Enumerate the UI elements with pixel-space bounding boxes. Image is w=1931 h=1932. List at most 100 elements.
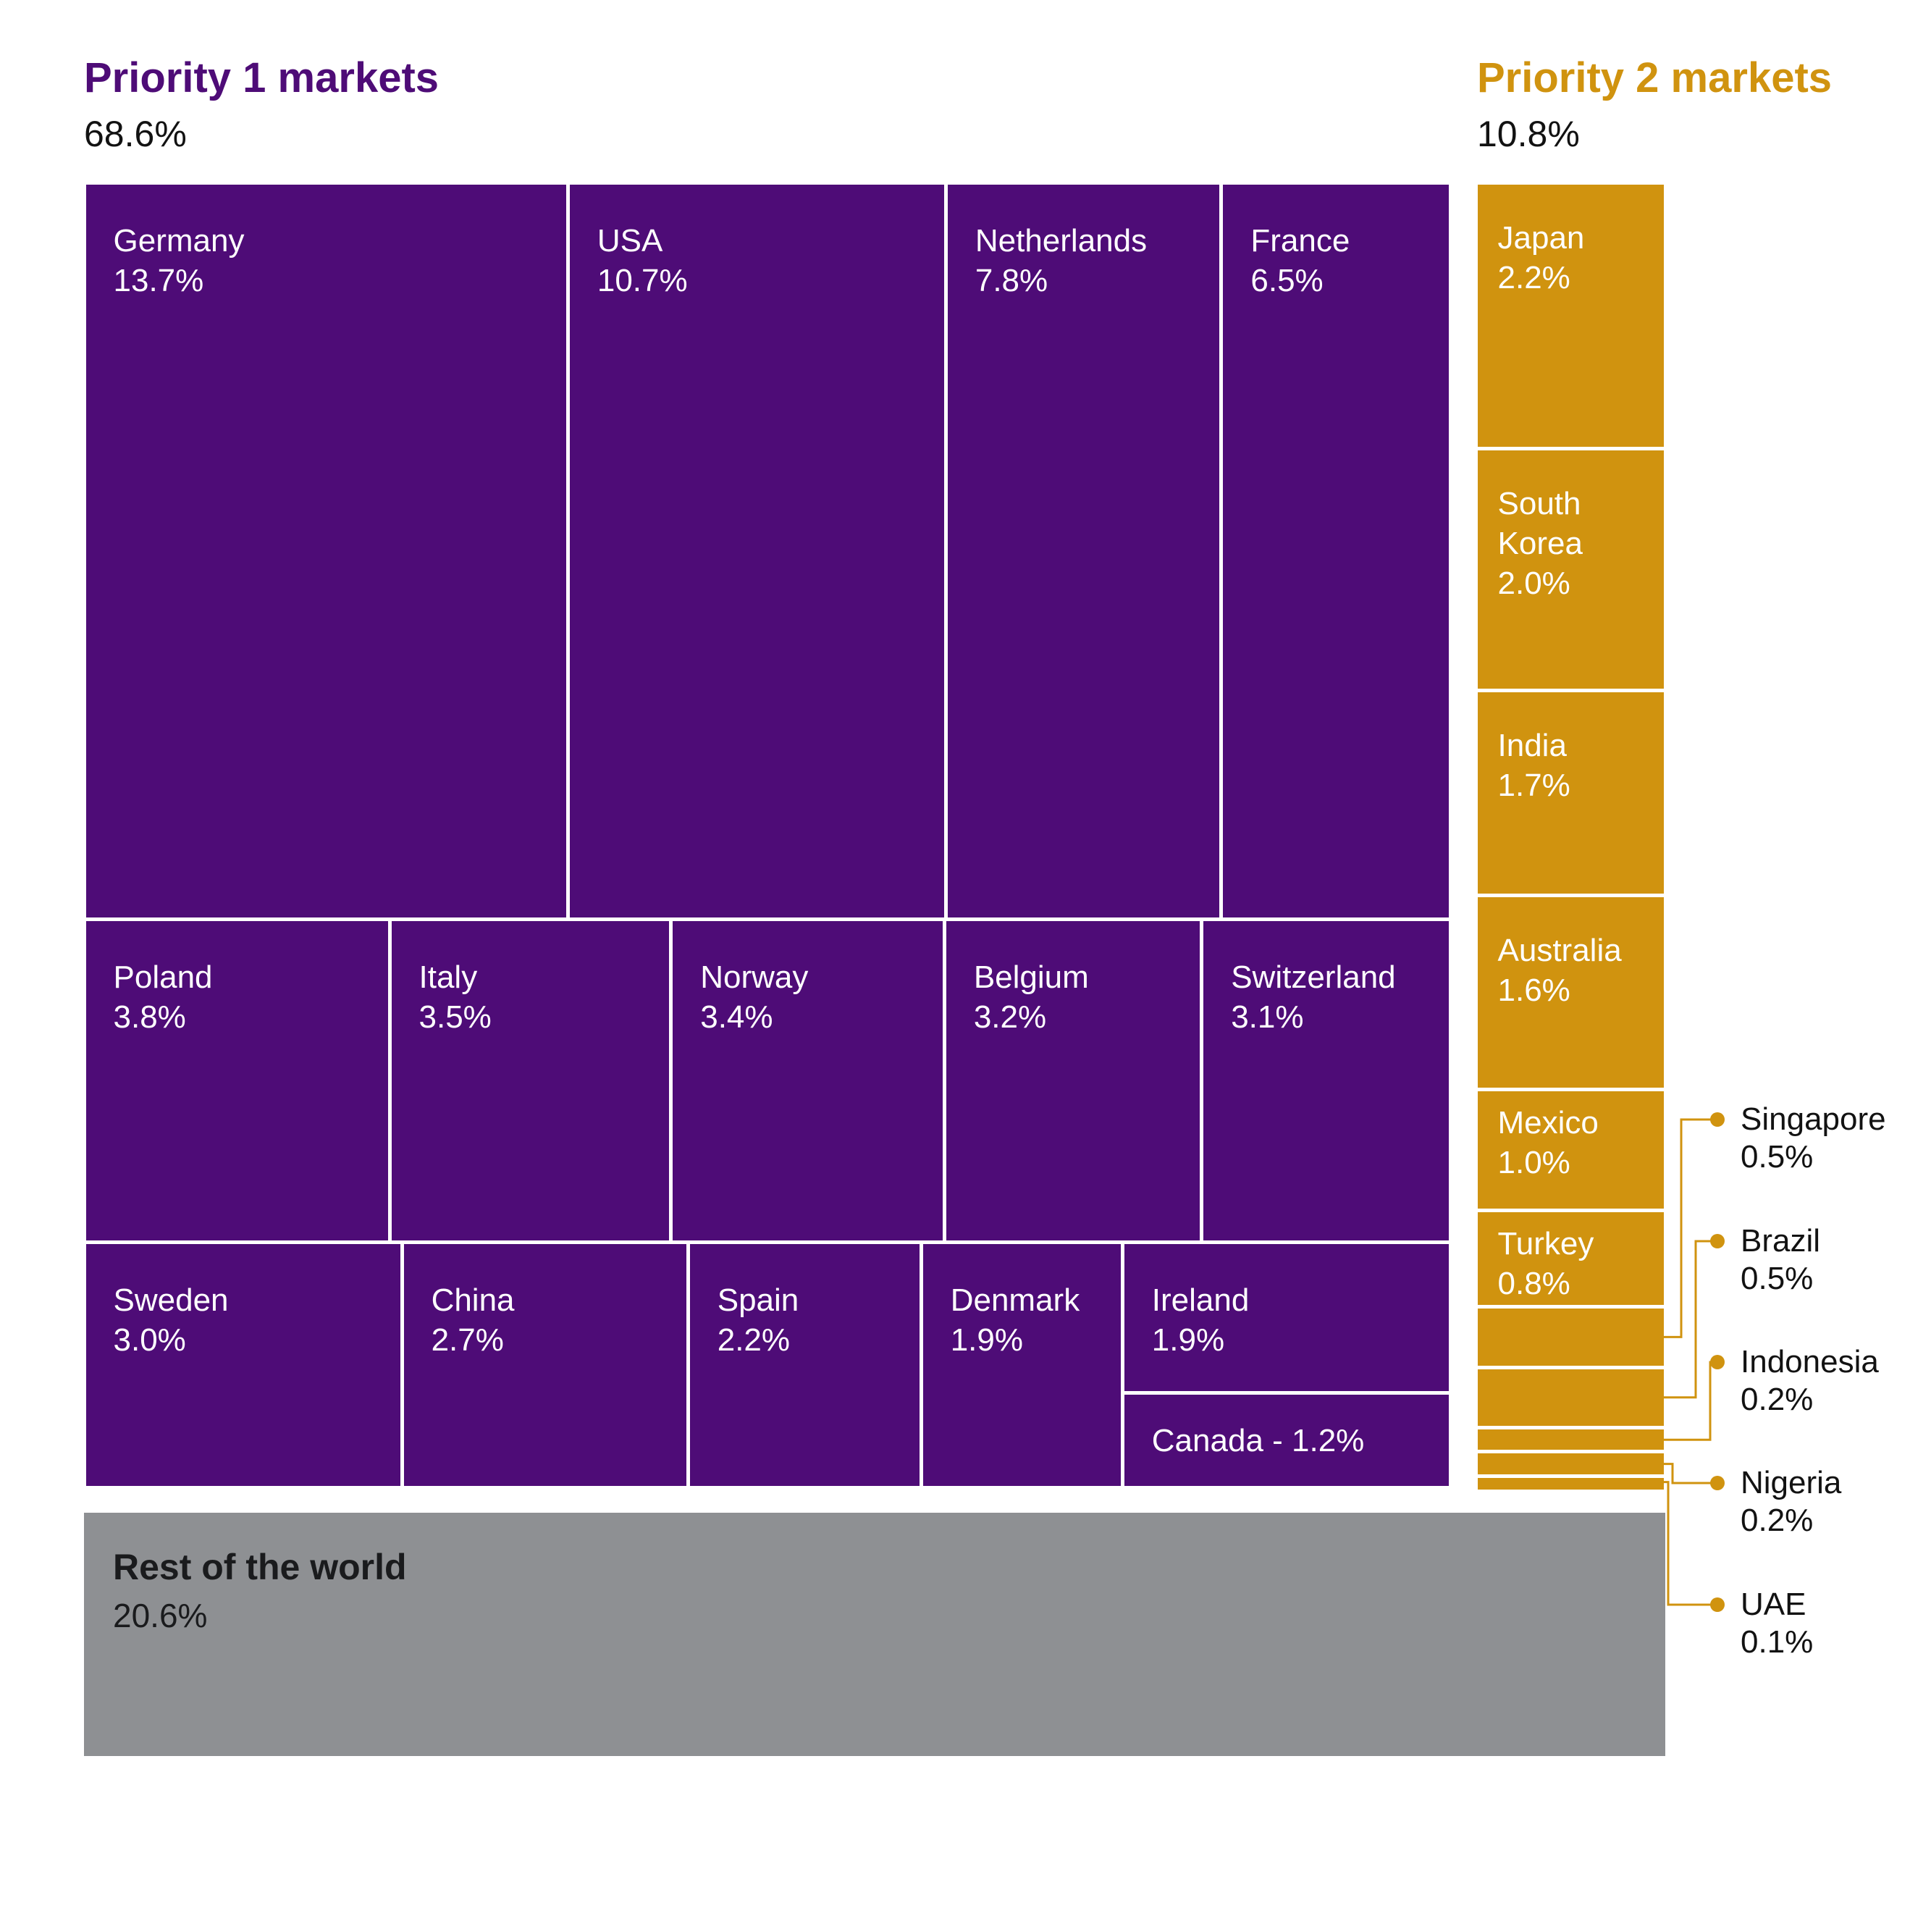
dot-nigeria bbox=[1710, 1476, 1725, 1490]
cell-uae bbox=[1477, 1477, 1664, 1490]
priority1-title: Priority 1 markets bbox=[84, 54, 439, 101]
cell-label: Italy bbox=[418, 959, 478, 995]
cell-canada: Canada - 1.2% bbox=[1124, 1395, 1450, 1487]
callout-name: UAE bbox=[1741, 1587, 1806, 1622]
cell-netherlands: Netherlands 7.8% bbox=[947, 184, 1220, 917]
cell-mexico: Mexico 1.0% bbox=[1477, 1091, 1664, 1209]
dot-indonesia bbox=[1710, 1355, 1725, 1369]
cell-pct: 2.0% bbox=[1497, 565, 1570, 601]
cell-label: Denmark bbox=[950, 1282, 1080, 1319]
cell-france: France 6.5% bbox=[1223, 184, 1450, 917]
dot-uae bbox=[1710, 1597, 1725, 1612]
rest-of-world-block: Rest of the world 20.6% bbox=[84, 1513, 1665, 1756]
cell-brazil bbox=[1477, 1369, 1664, 1427]
cell-germany: Germany 13.7% bbox=[85, 184, 566, 917]
cell-label: Belgium bbox=[973, 959, 1089, 995]
priority2-total: 10.8% bbox=[1477, 114, 1580, 154]
callout-label-singapore: Singapore 0.5% bbox=[1741, 1101, 1886, 1176]
cell-pct: 2.2% bbox=[1497, 259, 1570, 295]
callout-pct: 0.1% bbox=[1741, 1624, 1814, 1660]
callout-name: Nigeria bbox=[1741, 1465, 1842, 1500]
cell-pct: 2.2% bbox=[717, 1322, 791, 1358]
cell-label: Sweden bbox=[113, 1282, 229, 1319]
callout-pct: 0.2% bbox=[1741, 1503, 1814, 1538]
callout-name: Singapore bbox=[1741, 1101, 1886, 1137]
cell-label: Australia bbox=[1497, 933, 1622, 969]
connector-brazil bbox=[1663, 1240, 1717, 1399]
priority2-title: Priority 2 markets bbox=[1477, 54, 1833, 101]
cell-label: Poland bbox=[113, 959, 213, 995]
cell-sweden: Sweden 3.0% bbox=[85, 1244, 400, 1487]
cell-nigeria bbox=[1477, 1453, 1664, 1474]
cell-ireland: Ireland 1.9% bbox=[1124, 1244, 1450, 1392]
cell-pct: 3.4% bbox=[700, 999, 773, 1035]
cell-denmark: Denmark 1.9% bbox=[922, 1244, 1121, 1487]
rest-of-world-pct: 20.6% bbox=[113, 1596, 208, 1634]
cell-switzerland: Switzerland 3.1% bbox=[1203, 920, 1450, 1241]
connector-indonesia bbox=[1663, 1361, 1717, 1441]
callout-label-nigeria: Nigeria 0.2% bbox=[1741, 1464, 1841, 1540]
cell-pct: 3.5% bbox=[418, 999, 492, 1035]
cell-pct: 2.7% bbox=[431, 1322, 504, 1358]
cell-label: Mexico bbox=[1497, 1104, 1599, 1141]
cell-pct: 7.8% bbox=[975, 262, 1048, 298]
cell-spain: Spain 2.2% bbox=[689, 1244, 920, 1487]
cell-south-korea: South Korea 2.0% bbox=[1477, 450, 1664, 689]
cell-label: Canada - 1.2% bbox=[1151, 1422, 1365, 1458]
cell-pct: 10.7% bbox=[597, 262, 688, 298]
cell-belgium: Belgium 3.2% bbox=[946, 920, 1200, 1241]
cell-label: Norway bbox=[700, 959, 809, 995]
priority1-total: 68.6% bbox=[84, 114, 187, 154]
cell-australia: Australia 1.6% bbox=[1477, 897, 1664, 1088]
cell-pct: 1.0% bbox=[1497, 1144, 1570, 1180]
callout-pct: 0.5% bbox=[1741, 1139, 1814, 1175]
cell-label: Japan bbox=[1497, 219, 1585, 256]
cell-pct: 13.7% bbox=[113, 262, 204, 298]
callout-pct: 0.5% bbox=[1741, 1261, 1814, 1296]
connector-uae bbox=[1663, 1481, 1717, 1606]
callout-label-brazil: Brazil 0.5% bbox=[1741, 1222, 1820, 1298]
cell-pct: 0.8% bbox=[1497, 1265, 1570, 1301]
cell-poland: Poland 3.8% bbox=[85, 920, 388, 1241]
cell-pct: 3.8% bbox=[113, 999, 186, 1035]
dot-brazil bbox=[1710, 1234, 1725, 1248]
cell-label: Netherlands bbox=[975, 222, 1148, 259]
callout-label-indonesia: Indonesia 0.2% bbox=[1741, 1343, 1879, 1419]
cell-label: France bbox=[1250, 222, 1350, 259]
connector-nigeria bbox=[1663, 1463, 1717, 1484]
cell-indonesia bbox=[1477, 1429, 1664, 1450]
cell-label: USA bbox=[597, 222, 663, 259]
cell-norway: Norway 3.4% bbox=[673, 920, 943, 1241]
callout-pct: 0.2% bbox=[1741, 1382, 1814, 1417]
cell-japan: Japan 2.2% bbox=[1477, 184, 1664, 447]
cell-china: China 2.7% bbox=[403, 1244, 686, 1487]
cell-label: China bbox=[431, 1282, 515, 1319]
cell-label: India bbox=[1497, 727, 1567, 763]
cell-usa: USA 10.7% bbox=[569, 184, 944, 917]
cell-pct: 1.9% bbox=[950, 1322, 1023, 1358]
cell-singapore bbox=[1477, 1309, 1664, 1366]
cell-turkey: Turkey 0.8% bbox=[1477, 1211, 1664, 1306]
cell-pct: 1.7% bbox=[1497, 767, 1570, 803]
cell-pct: 6.5% bbox=[1250, 262, 1324, 298]
connector-singapore bbox=[1663, 1118, 1717, 1338]
cell-pct: 3.1% bbox=[1231, 999, 1304, 1035]
callout-name: Indonesia bbox=[1741, 1344, 1879, 1379]
cell-label: Turkey bbox=[1497, 1225, 1594, 1261]
cell-pct: 3.0% bbox=[113, 1322, 186, 1358]
cell-india: India 1.7% bbox=[1477, 692, 1664, 894]
rest-of-world-label: Rest of the world bbox=[113, 1547, 407, 1587]
callout-name: Brazil bbox=[1741, 1223, 1821, 1259]
cell-label: Ireland bbox=[1151, 1282, 1250, 1319]
cell-label: Spain bbox=[717, 1282, 799, 1319]
cell-label: South Korea bbox=[1497, 485, 1583, 561]
cell-label: Germany bbox=[113, 222, 245, 259]
dot-singapore bbox=[1710, 1112, 1725, 1127]
cell-italy: Italy 3.5% bbox=[391, 920, 670, 1241]
callout-label-uae: UAE 0.1% bbox=[1741, 1586, 1813, 1661]
cell-label: Switzerland bbox=[1231, 959, 1396, 995]
cell-pct: 3.2% bbox=[973, 999, 1047, 1035]
cell-pct: 1.6% bbox=[1497, 973, 1570, 1009]
cell-pct: 1.9% bbox=[1151, 1322, 1225, 1358]
